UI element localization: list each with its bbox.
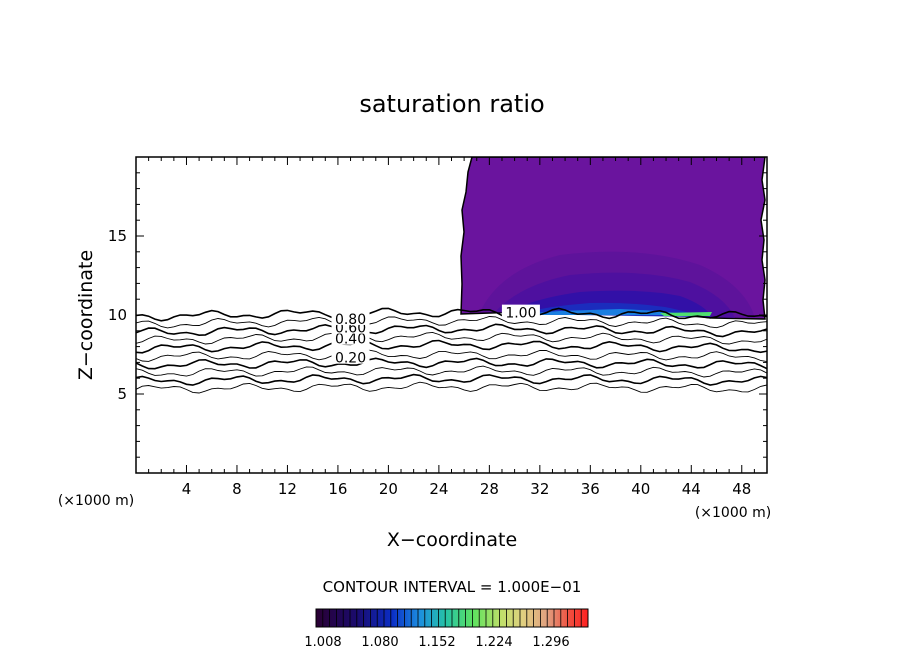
colorbar-ticks	[322, 609, 582, 627]
contour-line	[136, 331, 767, 345]
x-tick-label: 20	[379, 480, 398, 498]
contour-interval-text: CONTOUR INTERVAL = 1.000E−01	[323, 578, 582, 596]
x-tick-label: 28	[480, 480, 499, 498]
contour-line	[136, 316, 767, 329]
contour-label: 0.80	[335, 312, 366, 328]
contour-label: 0.20	[335, 351, 366, 367]
y-tick-label: 10	[108, 306, 127, 324]
contour-line	[136, 323, 767, 338]
colorbar-label: 1.224	[475, 635, 512, 650]
colorbar-label: 1.296	[532, 635, 569, 650]
contour-label: 0.40	[335, 332, 366, 348]
x-tick-label: 32	[530, 480, 549, 498]
contour-line	[136, 381, 767, 394]
supersaturated-region	[460, 157, 766, 320]
x-tick-label: 24	[429, 480, 448, 498]
contour-lines	[136, 307, 767, 394]
x-tick-label: 48	[732, 480, 751, 498]
colorbar-label: 1.008	[304, 635, 341, 650]
colorbar-label: 1.080	[361, 635, 398, 650]
contour-label: 1.00	[505, 306, 536, 322]
x-tick-label: 8	[232, 480, 242, 498]
x-tick-label: 12	[278, 480, 297, 498]
contour-line	[136, 357, 767, 370]
colorbar-label: 1.152	[418, 635, 455, 650]
y-tick-label: 5	[117, 385, 127, 403]
x-tick-label: 36	[581, 480, 600, 498]
x-tick-label: 40	[631, 480, 650, 498]
contour-line	[136, 307, 767, 322]
colorbar-labels: 1.008 1.080 1.152 1.224 1.296	[304, 635, 569, 650]
contour-line	[136, 365, 767, 378]
contour-line	[136, 349, 767, 363]
y-tick-label: 15	[108, 227, 127, 245]
axis-ticks	[136, 157, 767, 473]
x-tick-label: 4	[182, 480, 192, 498]
contour-label-bg	[331, 310, 370, 325]
contour-label-bg	[331, 330, 370, 345]
contour-label-bg	[331, 349, 370, 364]
contour-labels: 0.200.400.600.80 1.00	[331, 304, 540, 367]
contour-label-bg	[501, 304, 540, 319]
x-tick-label: 16	[328, 480, 347, 498]
chart-title: saturation ratio	[359, 90, 544, 118]
x-unit-left: (×1000 m)	[58, 493, 134, 509]
x-unit-right: (×1000 m)	[695, 505, 771, 521]
contour-line	[136, 373, 767, 386]
x-axis-label: X−coordinate	[387, 529, 517, 551]
x-tick-label: 44	[682, 480, 701, 498]
contour-line	[136, 339, 767, 354]
y-axis-label: Z−coordinate	[75, 250, 97, 380]
